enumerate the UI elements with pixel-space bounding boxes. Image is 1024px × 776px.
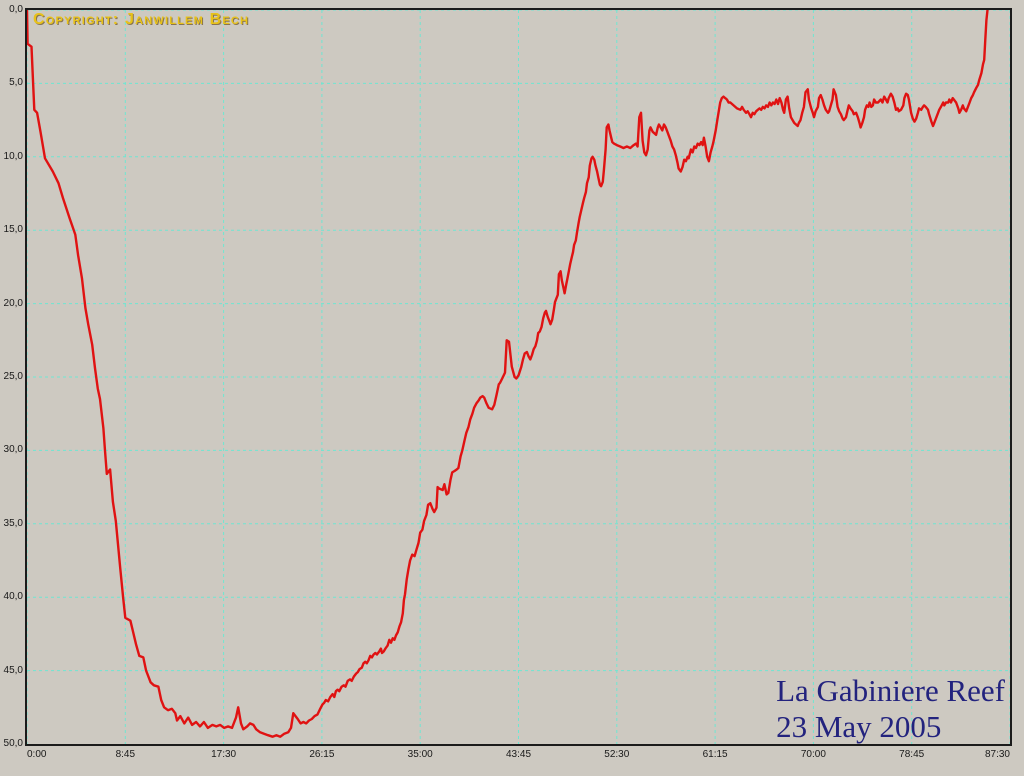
x-tick-label: 87:30: [984, 749, 1010, 760]
x-tick-label: 78:45: [899, 749, 925, 760]
x-tick-label: 0:00: [27, 749, 47, 760]
y-tick-label: 0,0: [9, 4, 23, 15]
x-tick-label: 26:15: [309, 749, 335, 760]
x-tick-label: 61:15: [702, 749, 728, 760]
y-tick-label: 5,0: [9, 77, 23, 89]
x-tick-label: 8:45: [115, 749, 136, 760]
y-tick-label: 20,0: [3, 297, 23, 309]
copyright-watermark: Copyright: Janwillem Bech: [33, 11, 250, 28]
x-tick-label: 35:00: [407, 749, 433, 760]
y-tick-label: 15,0: [3, 224, 23, 236]
y-tick-label: 40,0: [3, 591, 23, 603]
y-tick-label: 30,0: [3, 444, 23, 456]
y-tick-label: 50,0: [3, 738, 23, 749]
x-tick-label: 17:30: [211, 749, 237, 760]
plot-area: [25, 8, 1012, 746]
y-tick-label: 45,0: [3, 664, 23, 676]
dive-site-name: La Gabiniere Reef: [776, 673, 1005, 708]
depth-profile-svg: [27, 10, 1010, 744]
dive-site-title: La Gabiniere Reef 23 May 2005: [776, 673, 1005, 745]
x-tick-label: 70:00: [800, 749, 826, 760]
x-tick-label: 52:30: [604, 749, 630, 760]
dive-date: 23 May 2005: [776, 709, 942, 744]
y-tick-label: 10,0: [3, 150, 23, 162]
x-tick-label: 43:45: [505, 749, 532, 760]
y-tick-label: 35,0: [3, 517, 23, 529]
y-tick-label: 25,0: [3, 371, 23, 382]
